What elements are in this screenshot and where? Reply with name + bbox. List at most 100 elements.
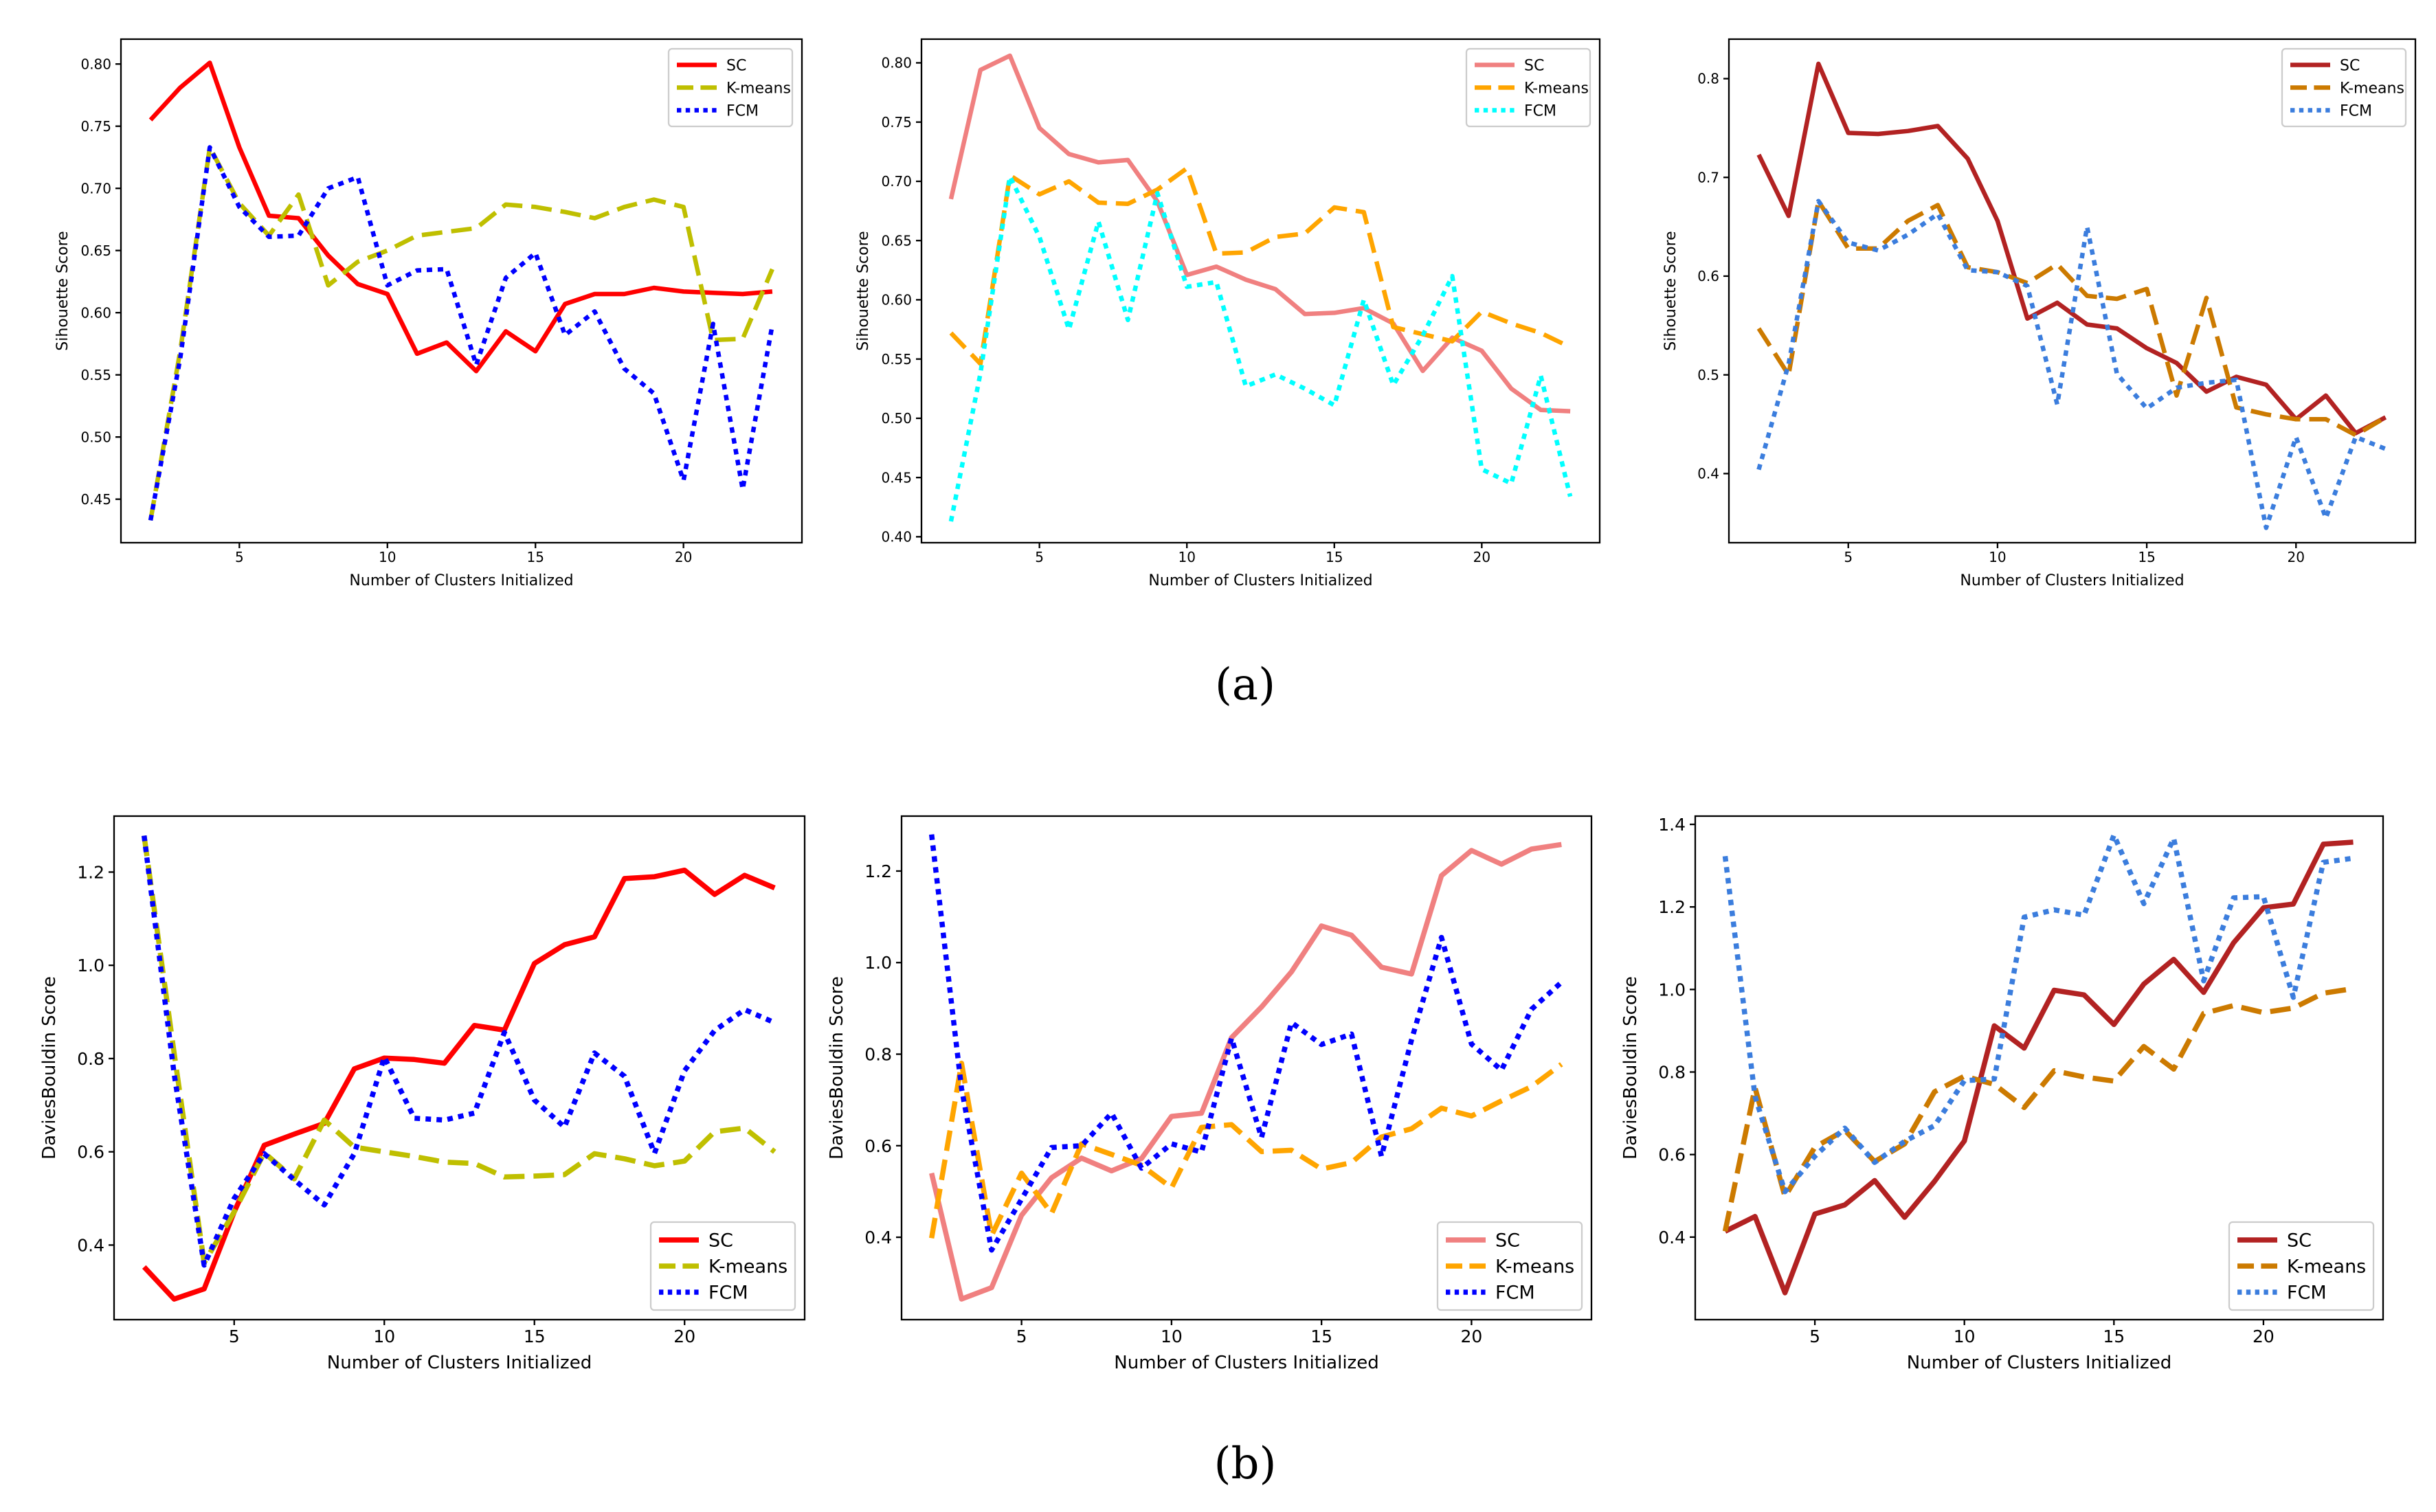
- y-axis-label: Sihouette Score: [1662, 231, 1679, 350]
- x-tick-label: 15: [1326, 549, 1343, 565]
- y-tick-label: 0.4: [77, 1235, 104, 1255]
- legend-box: [2281, 47, 2407, 128]
- x-tick-label: 20: [2288, 549, 2305, 565]
- x-tick-label: 15: [526, 549, 544, 565]
- x-tick-label: 10: [1989, 549, 2006, 565]
- chart-panel-a2: 5 10 15 20 0.4 0.5 0.6 0.7 0.8 Number of Clusters…: [1662, 38, 2417, 589]
- y-tick-label: 0.80: [881, 55, 912, 71]
- y-axis-label: DaviesBouldin Score: [1620, 976, 1641, 1160]
- series-line-k-means: [949, 166, 1572, 366]
- legend-label: SC: [726, 57, 746, 74]
- y-tick-label: 1.4: [1658, 815, 1686, 835]
- y-axis-label: DaviesBouldin Score: [39, 976, 60, 1160]
- y-tick-label: 0.50: [881, 410, 912, 427]
- y-tick-label: 0.40: [881, 529, 912, 545]
- series-line-fcm: [1756, 199, 2387, 530]
- legend-label: FCM: [2287, 1283, 2327, 1304]
- x-tick-label: 10: [379, 549, 396, 565]
- x-axis-label: Number of Clusters Initialized: [1960, 572, 2184, 589]
- legend-label: FCM: [2340, 102, 2372, 120]
- y-tick-label: 1.2: [864, 861, 892, 881]
- legend: SC K-means FCM: [2281, 47, 2407, 128]
- y-tick-label: 0.6: [1697, 268, 1719, 284]
- series-line-fcm: [1722, 832, 2354, 1195]
- legend-label: K-means: [726, 80, 791, 97]
- y-tick-label: 0.8: [864, 1045, 892, 1065]
- series-line-k-means: [141, 835, 776, 1265]
- axes-frame: [900, 815, 1593, 1321]
- legend-label: K-means: [1524, 80, 1589, 97]
- chart-panel-b2: 5 10 15 20 0.4 0.6 0.8 1.0 1.2 1.4 Number of Clust…: [1620, 815, 2384, 1373]
- y-tick-label: 0.60: [80, 304, 111, 321]
- y-tick-label: 1.0: [1658, 980, 1686, 1000]
- axes-frame: [920, 38, 1601, 544]
- y-tick-label: 0.55: [80, 367, 111, 383]
- legend-label: K-means: [708, 1256, 787, 1278]
- legend-label: SC: [708, 1230, 733, 1252]
- axes-frame: [1728, 38, 2417, 544]
- x-tick-label: 10: [1178, 549, 1195, 565]
- axes-frame: [120, 38, 803, 544]
- legend: SC K-means FCM: [1465, 47, 1591, 128]
- y-tick-label: 0.8: [1658, 1063, 1686, 1083]
- y-tick-label: 0.45: [80, 491, 111, 508]
- y-tick-label: 0.70: [881, 173, 912, 190]
- legend-box: [1465, 47, 1591, 128]
- series-line-sc: [1723, 839, 2354, 1296]
- x-tick-label: 15: [524, 1327, 546, 1346]
- y-axis-label: DaviesBouldin Score: [827, 976, 847, 1160]
- series-line-fcm: [148, 145, 775, 521]
- y-tick-label: 0.4: [1697, 466, 1719, 482]
- y-tick-label: 0.75: [881, 114, 912, 131]
- series-line-sc: [948, 53, 1571, 414]
- y-tick-label: 0.8: [1697, 71, 1719, 87]
- y-tick-label: 0.70: [80, 180, 111, 196]
- legend-label: K-means: [1495, 1256, 1574, 1278]
- series-line-sc: [148, 60, 773, 374]
- x-tick-label: 5: [235, 549, 244, 565]
- y-tick-label: 1.2: [1658, 897, 1686, 917]
- legend-label: SC: [2340, 57, 2360, 74]
- x-tick-label: 15: [2138, 549, 2155, 565]
- y-tick-label: 0.50: [80, 429, 111, 445]
- x-tick-label: 10: [1954, 1327, 1976, 1346]
- y-tick-label: 1.2: [77, 862, 104, 882]
- x-tick-label: 5: [229, 1327, 240, 1346]
- legend-label: FCM: [726, 102, 759, 120]
- legend-label: K-means: [2340, 80, 2404, 97]
- y-tick-label: 0.4: [1658, 1228, 1686, 1248]
- y-axis-label: Sihouette Score: [54, 231, 71, 350]
- chart-panel-b1: 5 10 15 20 0.4 0.6 0.8 1.0 1.2 Number of Clusters…: [827, 815, 1593, 1373]
- x-tick-label: 20: [1460, 1327, 1482, 1346]
- y-tick-label: 0.7: [1697, 169, 1719, 185]
- y-tick-label: 0.6: [864, 1136, 892, 1156]
- y-tick-label: 0.4: [864, 1228, 892, 1248]
- x-tick-label: 20: [675, 549, 692, 565]
- legend-label: FCM: [1495, 1283, 1535, 1304]
- axes-frame: [113, 815, 806, 1321]
- y-tick-label: 0.5: [1697, 367, 1719, 383]
- caption-a: (a): [1215, 659, 1275, 710]
- x-tick-label: 20: [673, 1327, 695, 1346]
- legend-label: FCM: [708, 1283, 748, 1304]
- x-tick-label: 20: [1473, 549, 1490, 565]
- x-axis-label: Number of Clusters Initialized: [1114, 1353, 1378, 1373]
- y-tick-label: 0.80: [80, 56, 111, 72]
- x-tick-label: 5: [1016, 1327, 1027, 1346]
- series-line-fcm: [141, 835, 776, 1268]
- legend: SC K-means FCM: [649, 1221, 796, 1311]
- legend: SC K-means FCM: [2228, 1221, 2375, 1311]
- y-tick-label: 0.6: [1658, 1145, 1686, 1165]
- legend-label: SC: [1524, 57, 1544, 74]
- caption-b: (b): [1214, 1438, 1277, 1489]
- x-tick-label: 5: [1035, 549, 1044, 565]
- legend-box: [649, 1221, 796, 1311]
- x-tick-label: 10: [373, 1327, 395, 1346]
- x-tick-label: 5: [1809, 1327, 1820, 1346]
- x-axis-label: Number of Clusters Initialized: [349, 572, 573, 589]
- axes-frame: [1694, 815, 2384, 1321]
- x-tick-label: 15: [2103, 1327, 2125, 1346]
- x-axis-label: Number of Clusters Initialized: [1907, 1353, 2171, 1373]
- legend-label: SC: [1495, 1230, 1520, 1252]
